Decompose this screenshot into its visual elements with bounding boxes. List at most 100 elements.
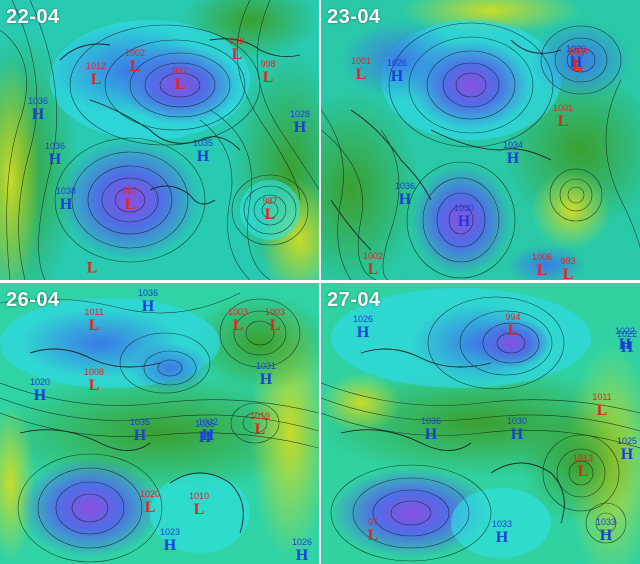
pressure-value: 1036 xyxy=(420,416,442,426)
pressure-symbol: L xyxy=(262,69,274,86)
low-pressure-marker: L xyxy=(87,260,98,277)
pressure-symbol: H xyxy=(196,148,210,165)
pressure-value: 987 xyxy=(122,186,138,196)
low-pressure-marker: 1008 L xyxy=(84,368,104,394)
pressure-value: 1008 xyxy=(83,367,105,377)
pressure-symbol: H xyxy=(293,119,307,136)
pressure-value: 1033 xyxy=(491,519,513,529)
high-pressure-marker: 1026 H xyxy=(292,538,312,564)
pressure-symbol: L xyxy=(86,259,98,277)
pressure-symbol: H xyxy=(31,106,45,123)
high-pressure-marker: 1026 H xyxy=(353,315,373,341)
pressure-value: 1019 xyxy=(249,411,271,421)
pressure-value: 1004 xyxy=(567,46,589,56)
pressure-value: 1026 xyxy=(386,58,408,68)
pressure-value: 1001 xyxy=(552,103,574,113)
pressure-value: 1022 xyxy=(614,326,636,336)
pressure-symbol: H xyxy=(198,429,212,446)
pressure-symbol: L xyxy=(129,58,141,75)
pressure-value: 987 xyxy=(262,196,278,206)
pressure-field xyxy=(0,0,319,280)
pressure-symbol: H xyxy=(390,68,404,85)
pressure-symbol: L xyxy=(88,317,100,334)
pressure-symbol: L xyxy=(577,463,589,480)
pressure-value: 1001 xyxy=(350,56,372,66)
low-pressure-marker: 1001 L xyxy=(351,57,371,83)
pressure-symbol: L xyxy=(507,322,519,339)
pressure-value: 1026 xyxy=(565,44,587,54)
pressure-value: 1035 xyxy=(129,417,151,427)
pressure-value: 1036 xyxy=(394,181,416,191)
panel-title: 26-04 xyxy=(6,289,60,311)
high-pressure-marker: 1022 H xyxy=(615,327,635,353)
pressure-value: 1036 xyxy=(27,96,49,106)
high-pressure-marker: 1030 H xyxy=(454,204,474,230)
low-pressure-marker: 1002 L xyxy=(363,252,383,278)
low-pressure-marker: 1002 L xyxy=(125,49,145,75)
high-pressure-marker: 1026 H xyxy=(387,59,407,85)
low-pressure-marker: 1003 L xyxy=(228,308,248,334)
high-pressure-marker: 1033 H xyxy=(596,518,616,544)
panel-title: 23-04 xyxy=(327,6,381,28)
map-panel-23-04: 23-04 1001 L 1026 H 1026 H 1004 L 993 L 1001 L 1034 H… xyxy=(321,0,640,280)
pressure-value: 997 xyxy=(172,66,188,76)
high-pressure-marker: 1035 H xyxy=(193,139,213,165)
high-pressure-marker: 1036 H xyxy=(138,289,158,315)
pressure-symbol: H xyxy=(295,547,309,564)
pressure-symbol: L xyxy=(90,71,102,88)
high-pressure-marker: 1023 H xyxy=(160,528,180,554)
pressure-symbol: L xyxy=(562,266,574,281)
high-pressure-marker: 1036 H xyxy=(45,142,65,168)
pressure-value: 1033 xyxy=(595,517,617,527)
pressure-symbol: L xyxy=(144,499,156,516)
pressure-value: 1035 xyxy=(192,138,214,148)
pressure-value: 1026 xyxy=(352,314,374,324)
pressure-symbol: L xyxy=(572,56,584,73)
pressure-value: 998 xyxy=(229,36,245,46)
pressure-value: 1036 xyxy=(137,288,159,298)
pressure-symbol: H xyxy=(618,336,632,353)
pressure-symbol: L xyxy=(536,262,548,279)
panel-title: 22-04 xyxy=(6,6,60,28)
pressure-value: 1010 xyxy=(188,491,210,501)
pressure-value: 1002 xyxy=(362,251,384,261)
pressure-value: 1013 xyxy=(572,453,594,463)
high-pressure-marker: 1026 H xyxy=(566,45,586,71)
low-pressure-marker: 1006 L xyxy=(532,253,552,279)
pressure-value: 998 xyxy=(260,59,276,69)
pressure-symbol: L xyxy=(88,377,100,394)
low-pressure-marker: 1012 L xyxy=(86,62,106,88)
pressure-field xyxy=(321,283,640,564)
pressure-symbol: H xyxy=(48,151,62,168)
pressure-symbol: H xyxy=(599,527,613,544)
pressure-symbol: L xyxy=(193,501,205,518)
pressure-symbol: L xyxy=(254,421,266,438)
high-pressure-marker: 1032 H xyxy=(198,418,218,444)
high-pressure-marker: 1036 H xyxy=(395,182,415,208)
pressure-value: 993 xyxy=(569,48,585,58)
pressure-symbol: L xyxy=(571,58,583,75)
high-pressure-marker: 1028 H xyxy=(290,110,310,136)
pressure-symbol: H xyxy=(510,426,524,443)
pressure-symbol: L xyxy=(269,317,281,334)
pressure-symbol: L xyxy=(355,66,367,83)
pressure-value: 1038 xyxy=(55,186,77,196)
pressure-symbol: L xyxy=(367,527,379,544)
high-pressure-marker: 1035 H xyxy=(195,420,215,446)
high-pressure-marker: 1036 H xyxy=(28,97,48,123)
pressure-value: 1011 xyxy=(592,392,612,402)
low-pressure-marker: 994 L xyxy=(505,313,520,339)
low-pressure-marker: 97 L xyxy=(368,518,379,544)
pressure-symbol: H xyxy=(506,150,520,167)
low-pressure-marker: 1001 L xyxy=(553,104,573,130)
pressure-symbol: H xyxy=(141,298,155,315)
low-pressure-marker: 993 L xyxy=(569,49,584,75)
pressure-symbol: H xyxy=(398,191,412,208)
pressure-value: 1003 xyxy=(227,307,249,317)
pressure-symbol: L xyxy=(557,113,569,130)
pressure-value: 1022 xyxy=(616,329,638,339)
pressure-symbol: L xyxy=(124,196,136,213)
pressure-value: 1003 xyxy=(264,307,286,317)
low-pressure-marker: 998 L xyxy=(260,60,275,86)
